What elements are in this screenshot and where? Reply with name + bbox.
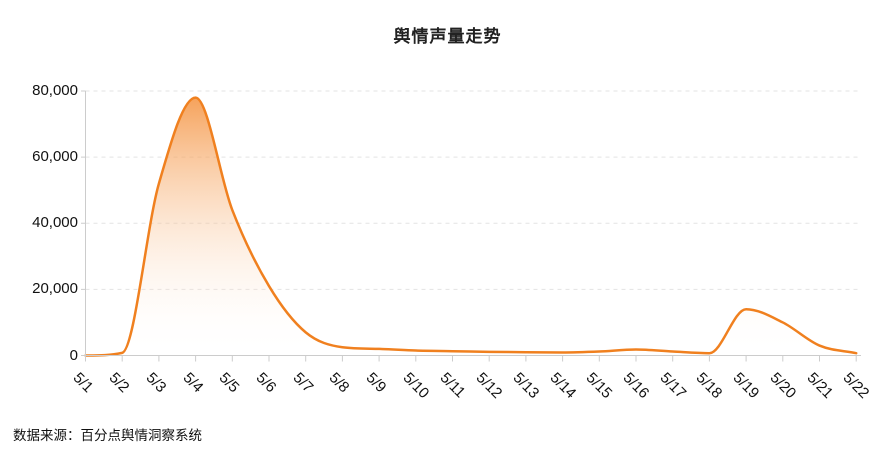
y-axis-tick-label: 20,000 [32, 280, 78, 298]
y-axis-tick-label: 40,000 [32, 214, 78, 232]
y-axis-tick-label: 60,000 [32, 148, 78, 166]
data-source-note: 数据来源：百分点舆情洞察系统 [13, 428, 202, 443]
area-fill [85, 97, 857, 356]
trend-line [84, 96, 858, 357]
chart-title: 舆情声量走势 [393, 27, 502, 46]
y-axis-tick-label: 80,000 [32, 82, 78, 99]
y-axis-tick-label: 0 [69, 346, 78, 364]
